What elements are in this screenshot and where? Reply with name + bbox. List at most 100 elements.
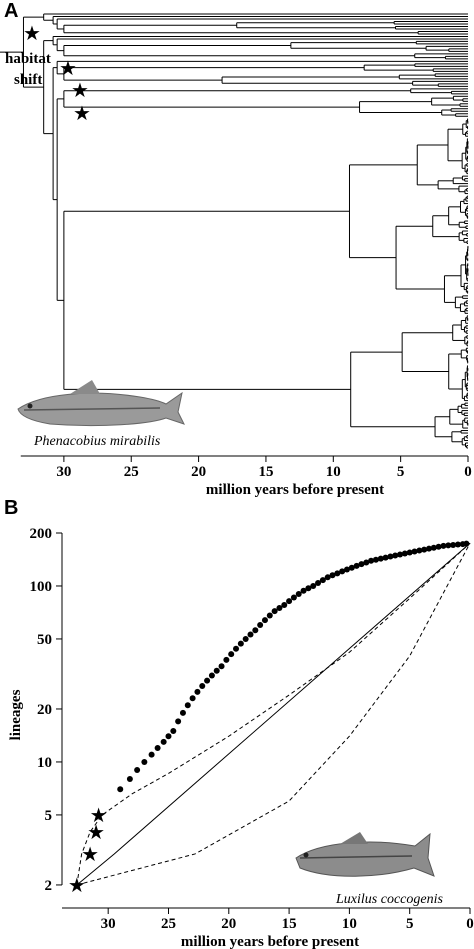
ltt-lineage-point [450,541,457,548]
ltt-x-tick-label: 10 [342,916,357,932]
ltt-lineage-point [257,622,264,629]
ltt-lineage-point [242,635,249,642]
ltt-lineage-point [324,574,331,581]
ltt-lineage-point [271,608,278,615]
luxilus-fish-image [295,832,435,877]
habitat-shift-stars: ★★★★ [23,23,91,125]
ltt-lineage-point [213,667,220,674]
tree-axis-tick-label: 5 [397,464,405,480]
ltt-lineage-point [218,663,225,670]
ltt-y-tick-label: 2 [45,878,53,894]
habitat-shift-star: ★ [23,23,41,45]
phylogeny-tree [0,13,469,449]
ltt-lineage-point [421,546,428,553]
ltt-lineage-point [353,562,360,569]
ltt-y-tick-label: 200 [30,526,53,542]
ltt-lineage-point [329,572,336,579]
ltt-lineage-point [184,702,191,709]
ltt-lineage-point [435,543,442,550]
ltt-confidence-dashed-line [76,542,471,886]
ltt-x-tick-label: 30 [101,916,116,932]
ltt-habitat-shift-star: ★ [87,822,105,844]
ltt-lineage-point [286,598,293,605]
panel-a-letter: A [4,0,18,22]
phenacobius-fish-image [17,380,185,427]
ltt-lineage-point [416,547,423,554]
ltt-lineage-point [252,627,259,634]
ltt-lineage-point [134,766,141,773]
ltt-lineage-point [445,542,452,549]
ltt-x-tick-label: 20 [221,916,236,932]
ltt-habitat-shift-star: ★ [81,844,99,866]
ltt-lineage-point [315,579,322,586]
ltt-lineage-point [175,718,182,725]
tree-axis-tick-label: 25 [124,464,139,480]
ltt-y-axis-title: lineages [8,689,24,740]
ltt-lineage-point [406,549,413,556]
ltt-lineage-point [425,545,432,552]
ltt-x-axis-title: million years before present [181,934,359,949]
tree-axis-tick-label: 15 [258,464,273,480]
ltt-lineage-point [463,540,470,547]
tree-axis-tick-label: 20 [191,464,206,480]
ltt-y-tick-label: 5 [45,808,53,824]
phenacobius-caption: Phenacobius mirabilis [33,434,161,449]
tree-axis-tick-label: 10 [326,464,341,480]
panel-b-letter: B [4,497,18,519]
ltt-lineage-point [387,553,394,560]
ltt-lineage-point [319,577,326,584]
ltt-lineage-point [117,786,124,793]
ltt-lineage-point [440,542,447,549]
ltt-lineage-point [165,733,172,740]
ltt-lineage-point [199,683,206,690]
tree-axis-tick-label: 0 [464,464,472,480]
ltt-lineage-point [430,544,437,551]
ltt-lineage-point [194,688,201,695]
ltt-expected-line [76,542,471,886]
ltt-x-tick-label: 25 [161,916,176,932]
ltt-y-tick-label: 100 [30,579,53,595]
ltt-lineage-point [223,656,230,663]
ltt-lineage-point [261,617,268,624]
ltt-lineage-point [300,587,307,594]
ltt-lineage-point [305,585,312,592]
ltt-lineage-point [368,557,375,564]
ltt-lineage-point [179,709,186,716]
habitat-shift-star: ★ [71,80,89,102]
ltt-lineage-point [189,695,196,702]
ltt-lineage-point [204,677,211,684]
luxilus-caption: Luxilus coccogenis [335,892,443,907]
ltt-y-tick-label: 20 [37,702,52,718]
ltt-lineage-point [154,745,161,752]
ltt-lineage-point [170,727,177,734]
ltt-lineage-point [208,672,215,679]
ltt-y-tick-label: 50 [37,632,52,648]
ltt-lineage-point [290,594,297,601]
ltt-lineage-point [247,631,254,638]
ltt-lineage-point [411,548,418,555]
habitat-shift-star: ★ [59,58,77,80]
tree-axis-title: million years before present [206,482,384,498]
ltt-lineage-point [343,566,350,573]
habitat-shift-label-line2: shift [14,72,42,88]
ltt-lineage-point [339,568,346,575]
ltt-lineage-point [363,559,370,566]
ltt-lineage-point [295,591,302,598]
ltt-lineage-point [401,550,408,557]
ltt-lineage-point [348,564,355,571]
ltt-lineage-point [233,645,240,652]
ltt-lineage-point [141,758,148,765]
ltt-lineage-point [358,561,365,568]
ltt-lineage-point [160,738,167,745]
ltt-y-tick-label: 10 [37,755,52,771]
ltt-lineage-point [372,556,379,563]
ltt-lineage-point [392,552,399,559]
ltt-lineage-point [237,640,244,647]
habitat-shift-star: ★ [73,103,91,125]
ltt-lineage-point [310,582,317,589]
ltt-x-tick-label: 15 [282,916,297,932]
ltt-lineage-point [454,541,461,548]
ltt-habitat-shift-star: ★ [90,805,108,827]
ltt-lineage-point [148,751,155,758]
